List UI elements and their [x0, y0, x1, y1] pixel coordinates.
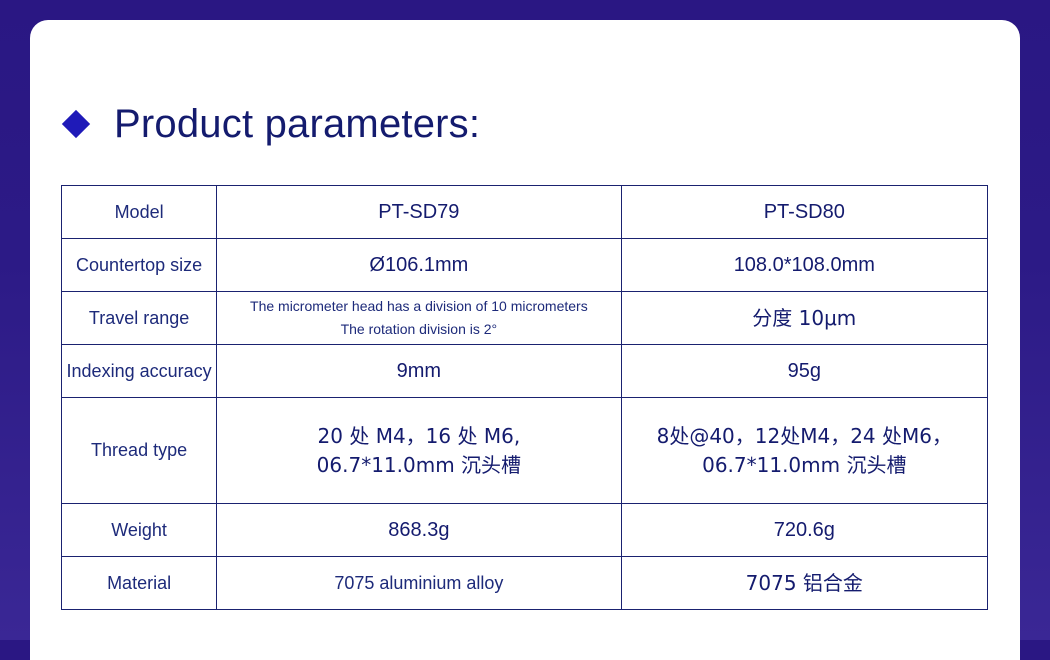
table-row: Weight 868.3g 720.6g [60, 503, 989, 557]
indexing-accuracy-sd79: 9mm [216, 344, 622, 398]
material-sd80: 7075 铝合金 [620, 556, 989, 610]
cell-line: Ø106.1mm [369, 253, 469, 276]
cell-line: The micrometer head has a division of 10… [250, 298, 588, 314]
table-row: Indexing accuracy 9mm 95g [60, 344, 989, 398]
countertop-size-label: Countertop size [60, 238, 218, 292]
cell-line: 20 处 M4，16 处 M6, [317, 423, 521, 448]
diamond-icon [61, 109, 91, 139]
model-pt-sd80: PT-SD80 [620, 185, 989, 239]
travel-range-label: Travel range [60, 291, 218, 345]
countertop-size-sd80: 108.0*108.0mm [620, 238, 989, 292]
cell-line: 868.3g [388, 518, 450, 541]
cell-line: 分度 10μm [752, 305, 857, 330]
indexing-accuracy-sd80: 95g [620, 344, 989, 398]
model-pt-sd79: PT-SD79 [216, 185, 622, 239]
table-row: Model PT-SD79 PT-SD80 [60, 185, 989, 239]
cell-line: 8处@40，12处M4，24 处M6， [656, 423, 952, 448]
weight-sd79: 868.3g [216, 503, 622, 557]
cell-line: 06.7*11.0mm 沉头槽 [316, 452, 522, 477]
weight-sd80: 720.6g [620, 503, 989, 557]
section-title: Product parameters: [114, 101, 481, 146]
model-label: Model [60, 185, 218, 239]
travel-range-sd80: 分度 10μm [620, 291, 989, 345]
indexing-accuracy-label: Indexing accuracy [60, 344, 218, 398]
cell-line: 108.0*108.0mm [733, 253, 875, 276]
table-row: Thread type 20 处 M4，16 处 M6, 06.7*11.0mm… [60, 397, 989, 504]
cell-line: 7075 aluminium alloy [334, 572, 504, 593]
cell-line: 9mm [396, 359, 442, 382]
countertop-size-sd79: Ø106.1mm [216, 238, 622, 292]
cell-line: 06.7*11.0mm 沉头槽 [702, 452, 907, 477]
content-card: Product parameters: Model PT-SD79 PT-SD8… [30, 20, 1020, 660]
parameters-table: Model PT-SD79 PT-SD80 Countertop size Ø1… [60, 185, 989, 610]
material-label: Material [60, 556, 218, 610]
cell-line: 95g [787, 359, 821, 382]
cell-line: 7075 铝合金 [745, 570, 863, 595]
thread-type-label: Thread type [60, 397, 218, 504]
material-sd79: 7075 aluminium alloy [216, 556, 622, 610]
travel-range-sd79: The micrometer head has a division of 10… [216, 291, 622, 345]
weight-label: Weight [60, 503, 218, 557]
thread-type-sd80: 8处@40，12处M4，24 处M6， 06.7*11.0mm 沉头槽 [620, 397, 989, 504]
section-heading: Product parameters: [60, 96, 480, 152]
table-row: Travel range The micrometer head has a d… [60, 291, 989, 345]
table-row: Countertop size Ø106.1mm 108.0*108.0mm [60, 238, 989, 292]
table-row: Material 7075 aluminium alloy 7075 铝合金 [60, 556, 989, 610]
cell-line: 720.6g [773, 518, 835, 541]
thread-type-sd79: 20 处 M4，16 处 M6, 06.7*11.0mm 沉头槽 [216, 397, 622, 504]
cell-line: The rotation division is 2° [340, 321, 498, 337]
